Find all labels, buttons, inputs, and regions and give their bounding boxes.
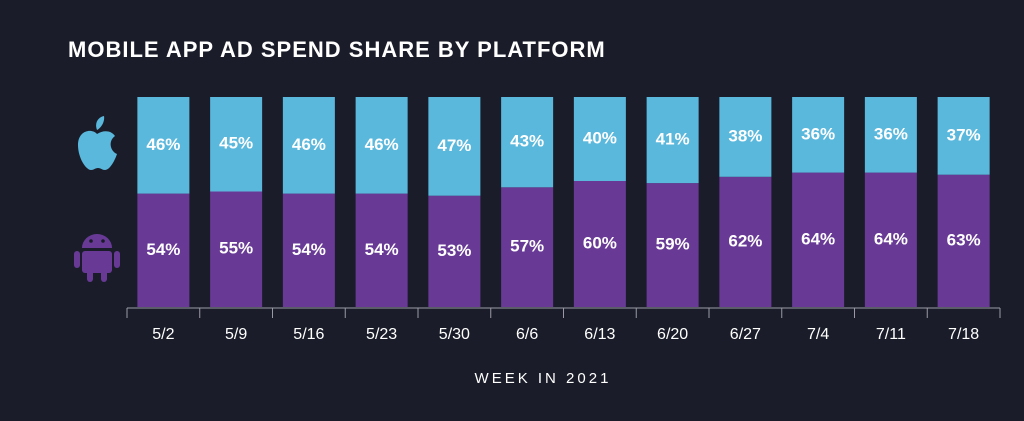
bar-segment — [646, 97, 699, 184]
bar-segment — [355, 97, 408, 194]
value-label: 43% — [510, 132, 544, 151]
x-tick-label: 5/23 — [366, 326, 397, 343]
value-label: 46% — [146, 135, 180, 154]
x-tick-label: 6/27 — [730, 326, 761, 343]
value-label: 54% — [146, 240, 180, 259]
value-label: 54% — [365, 240, 399, 259]
bar-segment — [355, 193, 408, 307]
value-label: 46% — [292, 135, 326, 154]
bar-segment — [137, 97, 190, 194]
x-tick-label: 5/2 — [152, 326, 174, 343]
bar-segment — [719, 176, 772, 307]
android-icon — [74, 234, 120, 282]
value-label: 55% — [219, 239, 253, 258]
value-label: 45% — [219, 134, 253, 153]
bar-segment — [137, 193, 190, 307]
bar-segment — [573, 181, 626, 307]
x-tick-label: 7/18 — [948, 326, 979, 343]
bar-segment — [210, 191, 263, 307]
x-tick-label: 5/9 — [225, 326, 247, 343]
bar-segment — [864, 172, 917, 307]
bar-segment — [210, 97, 263, 192]
value-label: 36% — [874, 124, 908, 143]
bar-segment — [937, 174, 990, 307]
bar-segment — [864, 97, 917, 173]
bar-segment — [573, 97, 626, 181]
x-tick-label: 6/6 — [516, 326, 538, 343]
x-axis-label: WEEK IN 2021 — [475, 370, 612, 387]
x-tick-label: 6/20 — [657, 326, 688, 343]
value-label: 36% — [801, 124, 835, 143]
apple-icon — [78, 116, 117, 170]
x-tick-label: 7/4 — [807, 326, 829, 343]
x-tick-label: 5/16 — [293, 326, 324, 343]
value-label: 41% — [656, 130, 690, 149]
bar-segment — [646, 183, 699, 307]
value-label: 37% — [947, 125, 981, 144]
bar-segment — [428, 195, 481, 307]
bar-segment — [501, 97, 554, 188]
bar-segment — [937, 97, 990, 175]
value-label: 57% — [510, 237, 544, 256]
bar-segment — [792, 172, 845, 307]
value-label: 38% — [728, 126, 762, 145]
value-label: 60% — [583, 233, 617, 252]
value-label: 46% — [365, 135, 399, 154]
value-label: 64% — [801, 229, 835, 248]
bar-segment — [282, 193, 335, 307]
chart-title: MOBILE APP AD SPEND SHARE BY PLATFORM — [68, 37, 606, 62]
bar-segment — [428, 97, 481, 196]
value-label: 47% — [437, 136, 471, 155]
value-label: 64% — [874, 229, 908, 248]
value-label: 53% — [437, 241, 471, 260]
value-label: 54% — [292, 240, 326, 259]
x-tick-label: 6/13 — [584, 326, 615, 343]
bar-segment — [501, 187, 554, 307]
bar-segment — [792, 97, 845, 173]
value-label: 59% — [656, 235, 690, 254]
x-tick-label: 5/30 — [439, 326, 470, 343]
bar-segment — [719, 97, 772, 177]
bar-segment — [282, 97, 335, 194]
value-label: 63% — [947, 230, 981, 249]
value-label: 40% — [583, 128, 617, 147]
value-label: 62% — [728, 231, 762, 250]
x-tick-label: 7/11 — [876, 326, 906, 343]
